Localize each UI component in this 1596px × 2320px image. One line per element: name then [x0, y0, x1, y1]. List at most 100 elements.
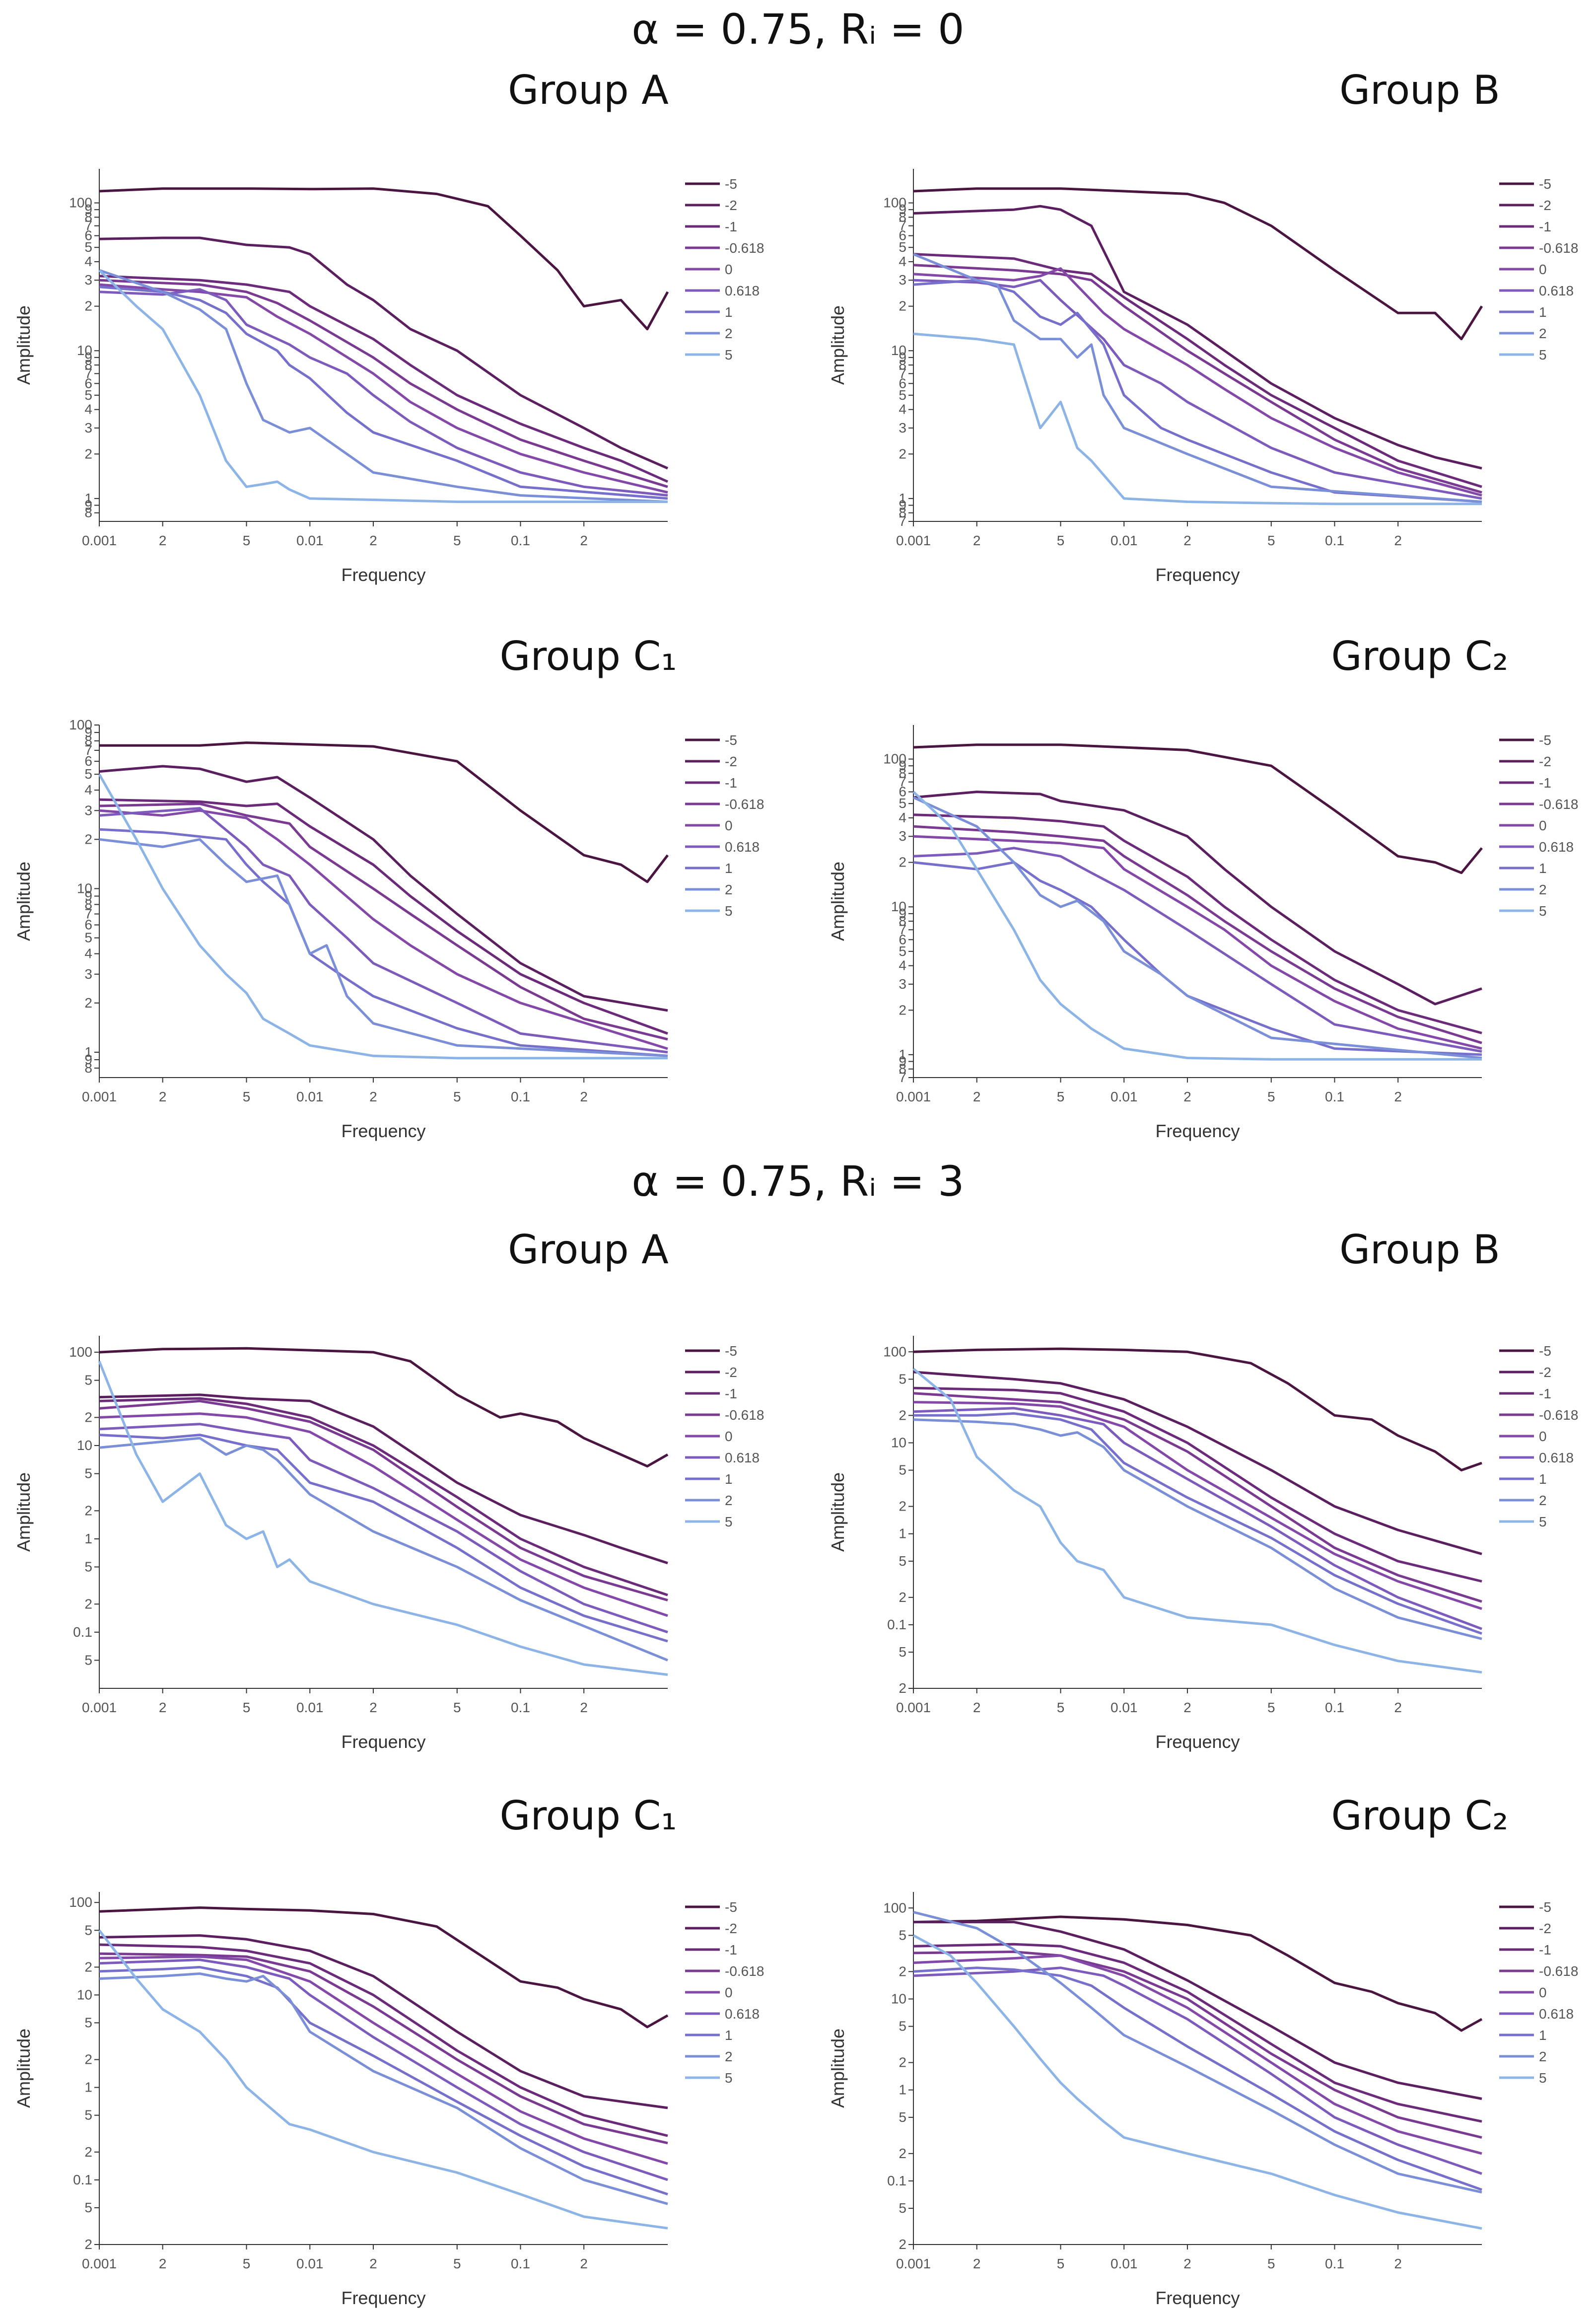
y-tick-label: 0.1: [887, 2173, 906, 2188]
series-line-0: [913, 267, 1482, 497]
series-line--2: [913, 1371, 1482, 1555]
x-axis-title: Frequency: [341, 1732, 425, 1752]
y-tick-label: 100: [883, 195, 906, 211]
legend-label: -5: [725, 1899, 737, 1915]
legend-label: 1: [725, 2028, 733, 2043]
legend-label: 1: [1539, 861, 1547, 876]
y-tick-label: 4: [84, 782, 92, 798]
x-tick-label: 2: [580, 1700, 588, 1715]
series-line--5: [99, 1906, 669, 2029]
y-tick-label: 4: [899, 254, 906, 269]
y-tick-label: 3: [899, 272, 906, 288]
legend-label: 5: [725, 1514, 733, 1529]
y-tick-label: 9: [899, 906, 906, 921]
series-line--0.618: [913, 825, 1482, 1044]
series-line-0.618: [913, 1407, 1482, 1630]
legend-label: -2: [725, 754, 737, 769]
series-line-5: [98, 269, 668, 503]
y-tick-label: 5: [84, 1559, 92, 1575]
y-tick-label: 3: [899, 828, 906, 844]
series-line--1: [99, 1943, 668, 2137]
series-line-0: [913, 835, 1482, 1050]
legend-label: -1: [1539, 775, 1551, 791]
legend-label: -0.618: [1539, 1407, 1578, 1423]
legend-label: -5: [725, 176, 737, 192]
legend-label: -2: [725, 1921, 737, 1936]
legend-label: -0.618: [725, 1963, 764, 1979]
x-tick-label: 0.01: [296, 1089, 324, 1104]
x-tick-label: 2: [159, 2256, 167, 2271]
x-tick-label: 0.001: [896, 533, 931, 548]
series-line-1: [99, 1965, 668, 2196]
y-tick-label: 8: [899, 913, 906, 929]
y-tick-label: 7: [84, 218, 92, 233]
y-tick-label: 7: [84, 365, 92, 381]
x-tick-label: 2: [159, 1089, 167, 1104]
y-axis-title: Amplitude: [13, 2029, 34, 2108]
y-tick-label: 100: [69, 1344, 92, 1360]
legend-label: 5: [1539, 347, 1547, 362]
y-tick-label: 6: [84, 375, 92, 391]
series-line-2: [99, 1972, 668, 2205]
series-line--5: [913, 187, 1483, 341]
y-tick-label: 1: [899, 1047, 906, 1062]
x-tick-label: 0.1: [1325, 1089, 1344, 1104]
y-tick-label: 5: [899, 239, 906, 255]
y-tick-label: 6: [899, 784, 906, 799]
series-line-1: [913, 861, 1482, 1056]
y-tick-label: 5: [899, 2200, 906, 2216]
legend-label: -0.618: [1539, 797, 1578, 812]
group-title-c2-ri3: Group C₂: [1331, 1793, 1509, 1839]
x-tick-label: 2: [973, 1700, 981, 1715]
y-tick-label: 2: [84, 1409, 92, 1425]
legend-label: -5: [1539, 1899, 1551, 1915]
y-tick-label: 1: [899, 1526, 906, 1541]
x-axis-title: Frequency: [341, 2288, 425, 2308]
series-line-0: [99, 1412, 668, 1617]
x-tick-label: 5: [453, 2256, 461, 2271]
y-tick-label: 8: [899, 209, 906, 224]
x-tick-label: 0.1: [511, 2256, 530, 2271]
y-tick-label: 9: [84, 888, 92, 904]
x-tick-label: 5: [243, 1089, 251, 1104]
x-tick-label: 5: [1267, 1700, 1275, 1715]
series-line-0: [99, 1955, 668, 2165]
y-tick-label: 5: [84, 2200, 92, 2215]
legend-label: 0: [1539, 1985, 1547, 2000]
y-tick-label: 9: [84, 350, 92, 365]
x-tick-label: 0.001: [82, 1089, 117, 1104]
series-line-5: [98, 1929, 668, 2230]
series-line-0.618: [913, 847, 1482, 1053]
y-tick-label: 10: [77, 1987, 92, 2002]
y-tick-label: 5: [84, 1652, 92, 1668]
x-tick-label: 0.01: [1110, 2256, 1138, 2271]
series-line-2: [913, 253, 1482, 503]
y-tick-label: 2: [84, 995, 92, 1011]
y-tick-label: 4: [84, 402, 92, 417]
y-tick-label: 5: [84, 239, 92, 255]
x-axis-title: Frequency: [1155, 2288, 1240, 2308]
x-tick-label: 0.001: [896, 2256, 931, 2271]
series-line-5: [912, 791, 1482, 1061]
legend-label: 5: [1539, 1514, 1547, 1529]
x-tick-label: 2: [1183, 2256, 1191, 2271]
y-tick-label: 3: [899, 420, 906, 435]
y-tick-label: 8: [899, 357, 906, 372]
series-line--5: [913, 1347, 1482, 1472]
legend-label: 0.618: [725, 839, 760, 855]
y-tick-label: 4: [84, 254, 92, 269]
y-tick-label: 7: [84, 742, 92, 758]
legend-label: -0.618: [725, 240, 764, 256]
y-tick-label: 7: [899, 218, 906, 233]
y-tick-label: 10: [891, 1435, 906, 1450]
legend-label: 0.618: [1539, 1450, 1574, 1465]
y-tick-label: 1: [899, 491, 906, 506]
series-line-1: [913, 279, 1482, 503]
legend-label: 5: [725, 347, 733, 362]
x-tick-label: 0.1: [511, 1700, 530, 1715]
